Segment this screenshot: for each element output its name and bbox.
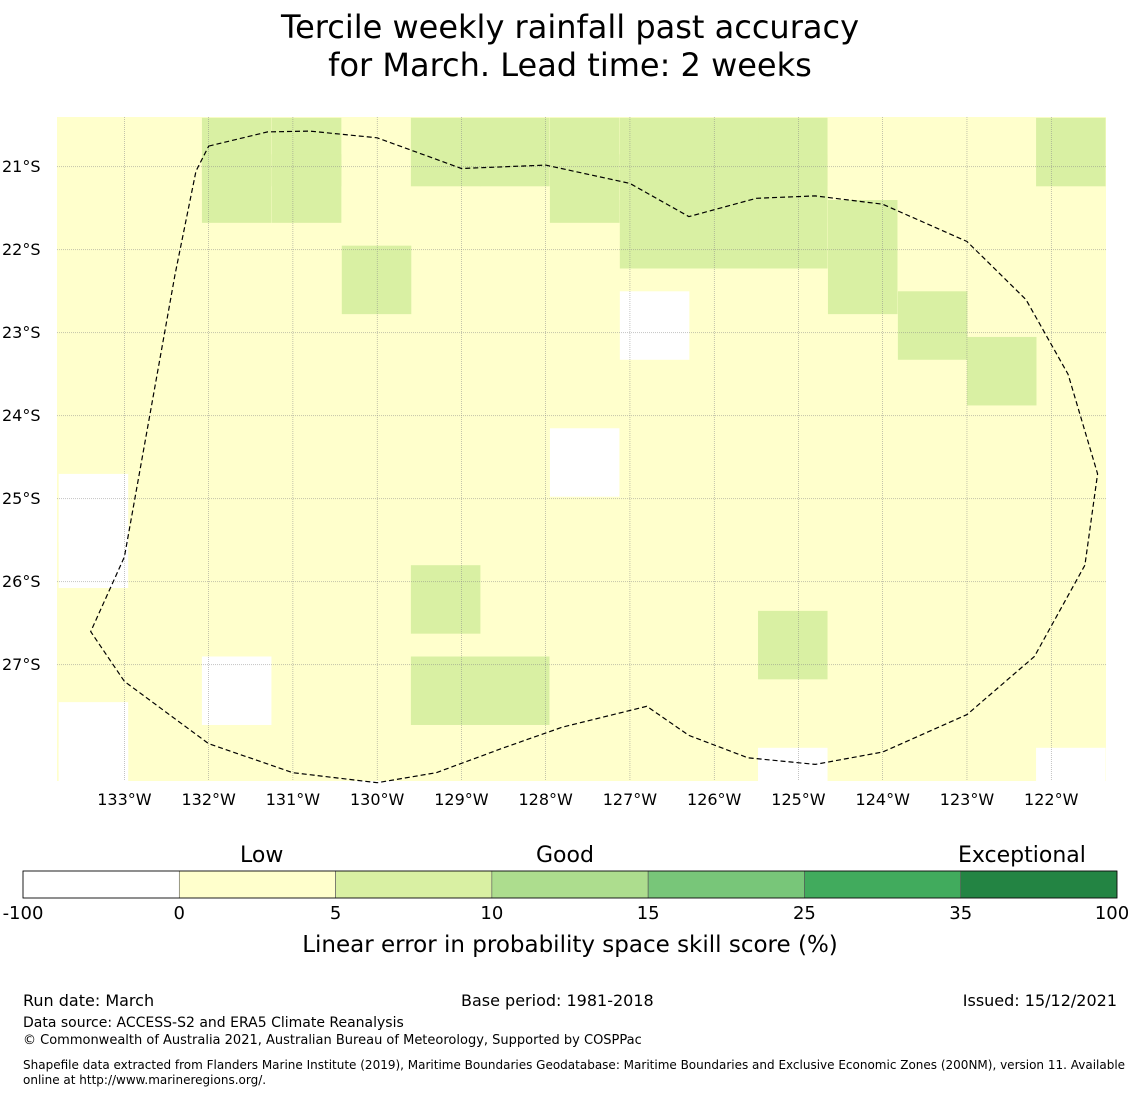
grid-cell-29 (758, 610, 828, 680)
colorbar-category-exceptional: Exceptional (958, 843, 1086, 868)
x-tick-label: 122°W (1024, 790, 1079, 809)
colorbar-tick-label: -100 (2, 903, 44, 924)
x-tick-label: 128°W (518, 790, 573, 809)
colorbar-segment-2 (335, 870, 493, 899)
grid-cell-37 (1036, 747, 1106, 781)
colorbar-frame (22, 870, 1118, 899)
colorbar-tick-label: 100 (1094, 903, 1130, 924)
x-tick-label: 130°W (349, 790, 405, 809)
colorbar-category-good: Good (536, 843, 594, 868)
colorbar-segment-6 (960, 870, 1118, 899)
copyright: © Commonwealth of Australia 2021, Austra… (23, 1033, 642, 1048)
grid-cell-21 (827, 245, 898, 315)
grid-cell-8 (1036, 117, 1106, 187)
data-source: Data source: ACCESS-S2 and ERA5 Climate … (23, 1015, 404, 1031)
skill-map (57, 117, 1106, 784)
colorbar-segment-5 (804, 870, 962, 899)
grid-cells (58, 117, 1106, 781)
colorbar-tick-label: 15 (636, 903, 660, 924)
eez-boundary (90, 130, 1099, 784)
grid-cell-27 (58, 519, 129, 589)
y-tick-label: 21°S (2, 156, 41, 176)
grid-cell-18 (758, 200, 828, 269)
chart-title-line-1: Tercile weekly rainfall past accuracy (280, 8, 859, 46)
colorbar-segment-3 (491, 870, 649, 899)
grid-cell-31 (410, 656, 481, 725)
grid-cell-24 (966, 336, 1037, 406)
x-tick-label: 129°W (434, 790, 489, 809)
x-tick-label: 126°W (687, 790, 742, 809)
colorbar-tick-label: 0 (173, 903, 185, 924)
grid-cell-10 (271, 154, 342, 223)
colorbar-segment-4 (647, 870, 805, 899)
colorbar-tick-label: 10 (480, 903, 504, 924)
shapefile-credit-line-1: Shapefile data extracted from Flanders M… (23, 1058, 1126, 1072)
x-tick-label: 125°W (771, 790, 826, 809)
grid-cell-32 (479, 656, 550, 725)
colorbar-label: Linear error in probability space skill … (302, 932, 838, 958)
grid-cell-23 (897, 291, 968, 360)
grid-cell-35 (58, 747, 129, 781)
x-tick-label: 132°W (181, 790, 236, 809)
y-tick-label: 27°S (2, 654, 41, 674)
colorbar-segment-1 (178, 870, 336, 899)
colorbar (22, 870, 1118, 899)
x-tick-label: 131°W (265, 790, 321, 809)
grid-cell-17 (688, 200, 759, 269)
chart-title-line-2: for March. Lead time: 2 weeks (328, 46, 812, 84)
colorbar-tick-label: 35 (949, 903, 973, 924)
y-tick-label: 24°S (2, 405, 41, 425)
issued-date: Issued: 15/12/2021 (962, 991, 1117, 1010)
grid-cell-11 (549, 154, 620, 223)
colorbar-segment-0 (22, 870, 180, 899)
colorbar-tick-label: 5 (329, 903, 342, 924)
grid-cell-20 (341, 245, 412, 315)
grid-cell-16 (619, 200, 690, 269)
x-tick-label: 124°W (855, 790, 910, 809)
base-period: Base period: 1981-2018 (461, 991, 654, 1010)
grid-cell-9 (201, 154, 272, 223)
grid-cell-2 (410, 117, 481, 187)
grid-cell-22 (619, 291, 690, 360)
y-tick-label: 23°S (2, 322, 41, 342)
colorbar-segments (22, 870, 1118, 899)
x-tick-label: 127°W (602, 790, 658, 809)
y-tick-label: 22°S (2, 239, 41, 259)
grid-cell-28 (410, 565, 481, 634)
colorbar-category-low: Low (240, 843, 284, 868)
y-tick-label: 25°S (2, 488, 41, 508)
map-gridlines (57, 117, 1106, 781)
y-tick-label: 26°S (2, 571, 41, 591)
colorbar-tick-label: 25 (792, 903, 816, 924)
grid-cell-30 (201, 656, 272, 725)
grid-cell-3 (479, 117, 550, 187)
run-date: Run date: March (23, 991, 155, 1010)
shapefile-credit-line-2: online at http://www.marineregions.org/. (23, 1073, 267, 1087)
x-tick-label: 133°W (97, 790, 152, 809)
x-tick-label: 123°W (939, 790, 995, 809)
grid-cell-25 (549, 428, 620, 497)
